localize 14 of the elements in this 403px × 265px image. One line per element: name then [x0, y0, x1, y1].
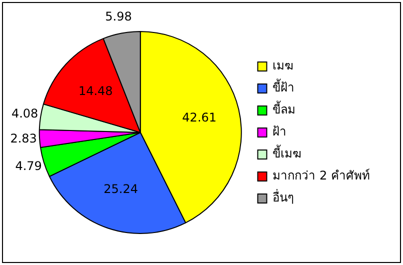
legend-label: ขี้ฝ้า	[272, 78, 295, 95]
legend-label: ขี้ลม	[272, 100, 296, 117]
legend-label: ฝ้า	[272, 124, 287, 139]
data-label: 14.48	[78, 84, 113, 98]
legend-label: ขี้เมฆ	[272, 144, 302, 161]
data-label: 5.98	[105, 10, 132, 24]
data-label: 42.61	[182, 110, 217, 125]
legend-label: อื่นๆ	[272, 188, 294, 205]
data-label: 4.79	[15, 159, 42, 174]
data-label: 25.24	[104, 182, 138, 196]
legend-label: มากกว่า 2 คำศัพท์	[272, 168, 370, 183]
data-label: 2.83	[10, 132, 37, 146]
legend-label: เมฆ	[272, 58, 294, 73]
data-label: 4.08	[11, 106, 38, 120]
